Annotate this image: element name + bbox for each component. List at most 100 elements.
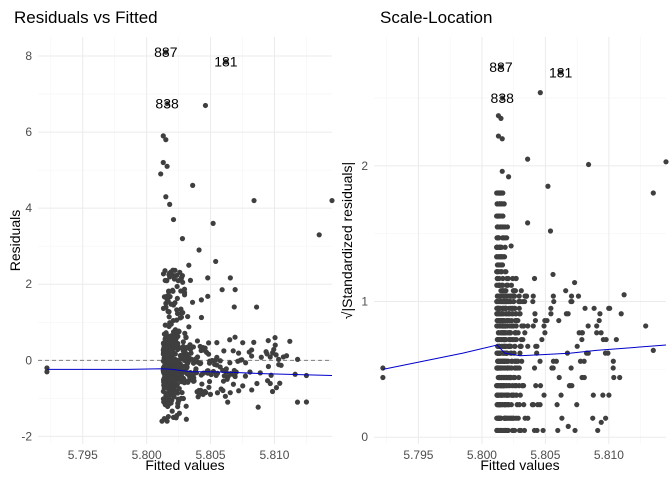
- data-point: [517, 311, 523, 317]
- y-axis-label: Residuals: [7, 210, 23, 271]
- data-point: [571, 279, 578, 286]
- data-point: [183, 403, 189, 409]
- data-point: [603, 415, 609, 421]
- data-point-838: [164, 100, 170, 107]
- data-point: [178, 379, 184, 385]
- data-point: [598, 419, 604, 425]
- data-point: [494, 365, 500, 371]
- data-point: [504, 317, 510, 324]
- smooth-line: [46, 368, 333, 376]
- data-point: [230, 348, 236, 354]
- data-point: [511, 415, 517, 421]
- data-point: [160, 271, 167, 277]
- data-point: [232, 287, 238, 293]
- data-point: [502, 224, 508, 230]
- data-point: [192, 358, 198, 364]
- data-point: [201, 347, 207, 353]
- data-point: [516, 374, 522, 381]
- data-point: [663, 159, 669, 165]
- x-tick-label: 5.810: [594, 448, 624, 462]
- data-point: [507, 293, 513, 299]
- data-point: [196, 247, 202, 253]
- data-point: [605, 350, 611, 356]
- data-point: [227, 337, 233, 343]
- data-point: [522, 330, 528, 336]
- data-point: [161, 415, 167, 422]
- x-axis-label: Fitted values: [145, 457, 224, 473]
- chart-title: Scale-Location: [380, 8, 492, 27]
- data-point: [171, 389, 178, 396]
- data-point: [180, 395, 186, 402]
- data-point: [533, 343, 539, 349]
- data-point: [496, 201, 503, 207]
- data-point: [160, 396, 166, 402]
- data-point: [516, 383, 522, 389]
- data-point: [550, 365, 556, 371]
- data-point: [542, 330, 548, 336]
- data-point: [258, 354, 264, 360]
- data-point: [257, 370, 263, 376]
- panel-scale-location: 887 181 838 5.795 5.800 5.805 5.810 0 1 2 Scale-Lo…: [339, 8, 669, 473]
- data-point: [497, 330, 504, 336]
- data-point: [537, 358, 543, 364]
- data-point: [204, 368, 211, 374]
- data-point-181: [558, 69, 564, 75]
- data-point: [496, 213, 502, 219]
- data-point: [174, 283, 180, 290]
- data-point: [515, 365, 521, 371]
- points: [380, 64, 669, 434]
- data-point: [550, 271, 556, 278]
- data-point: [508, 243, 514, 249]
- data-point: [643, 323, 649, 329]
- data-point: [184, 361, 190, 367]
- data-point: [547, 228, 554, 234]
- data-point: [541, 323, 547, 329]
- data-point: [221, 348, 227, 354]
- data-point: [267, 380, 273, 387]
- data-point: [512, 330, 519, 336]
- data-point: [621, 292, 627, 298]
- data-point: [166, 270, 173, 276]
- data-point: [179, 354, 185, 360]
- data-point: [499, 262, 505, 268]
- data-point: [606, 392, 612, 398]
- point-label-838: 838: [155, 96, 179, 112]
- data-point: [525, 343, 531, 349]
- data-point: [194, 338, 201, 344]
- data-point: [519, 323, 525, 329]
- data-point: [495, 224, 501, 230]
- data-point-887: [498, 64, 504, 70]
- data-point: [294, 399, 301, 405]
- data-point: [190, 371, 196, 377]
- data-point: [213, 372, 219, 378]
- data-point: [600, 336, 606, 343]
- data-point: [525, 156, 531, 162]
- data-point: [494, 323, 500, 329]
- data-point: [232, 334, 238, 340]
- data-point: [503, 288, 509, 294]
- x-tick-label: 5.810: [259, 448, 289, 462]
- data-point: [554, 402, 560, 408]
- data-point: [541, 392, 547, 398]
- data-point: [206, 340, 212, 346]
- data-point: [650, 347, 656, 353]
- data-point: [506, 392, 512, 398]
- data-point: [303, 372, 310, 379]
- data-point: [207, 391, 214, 397]
- data-point: [267, 354, 273, 360]
- data-point: [611, 374, 617, 381]
- data-point: [533, 383, 539, 389]
- x-tick-label: 5.800: [132, 448, 162, 462]
- data-point: [175, 358, 181, 364]
- data-point: [494, 275, 501, 282]
- data-point: [265, 337, 271, 344]
- y-axis-label: √|Standardized residuals|: [339, 162, 355, 319]
- data-point: [240, 340, 246, 346]
- data-point: [496, 244, 502, 250]
- data-point: [498, 269, 505, 275]
- data-point: [511, 288, 517, 294]
- data-point: [164, 364, 170, 370]
- data-point: [380, 374, 386, 381]
- data-point: [502, 415, 508, 421]
- data-point: [531, 365, 538, 371]
